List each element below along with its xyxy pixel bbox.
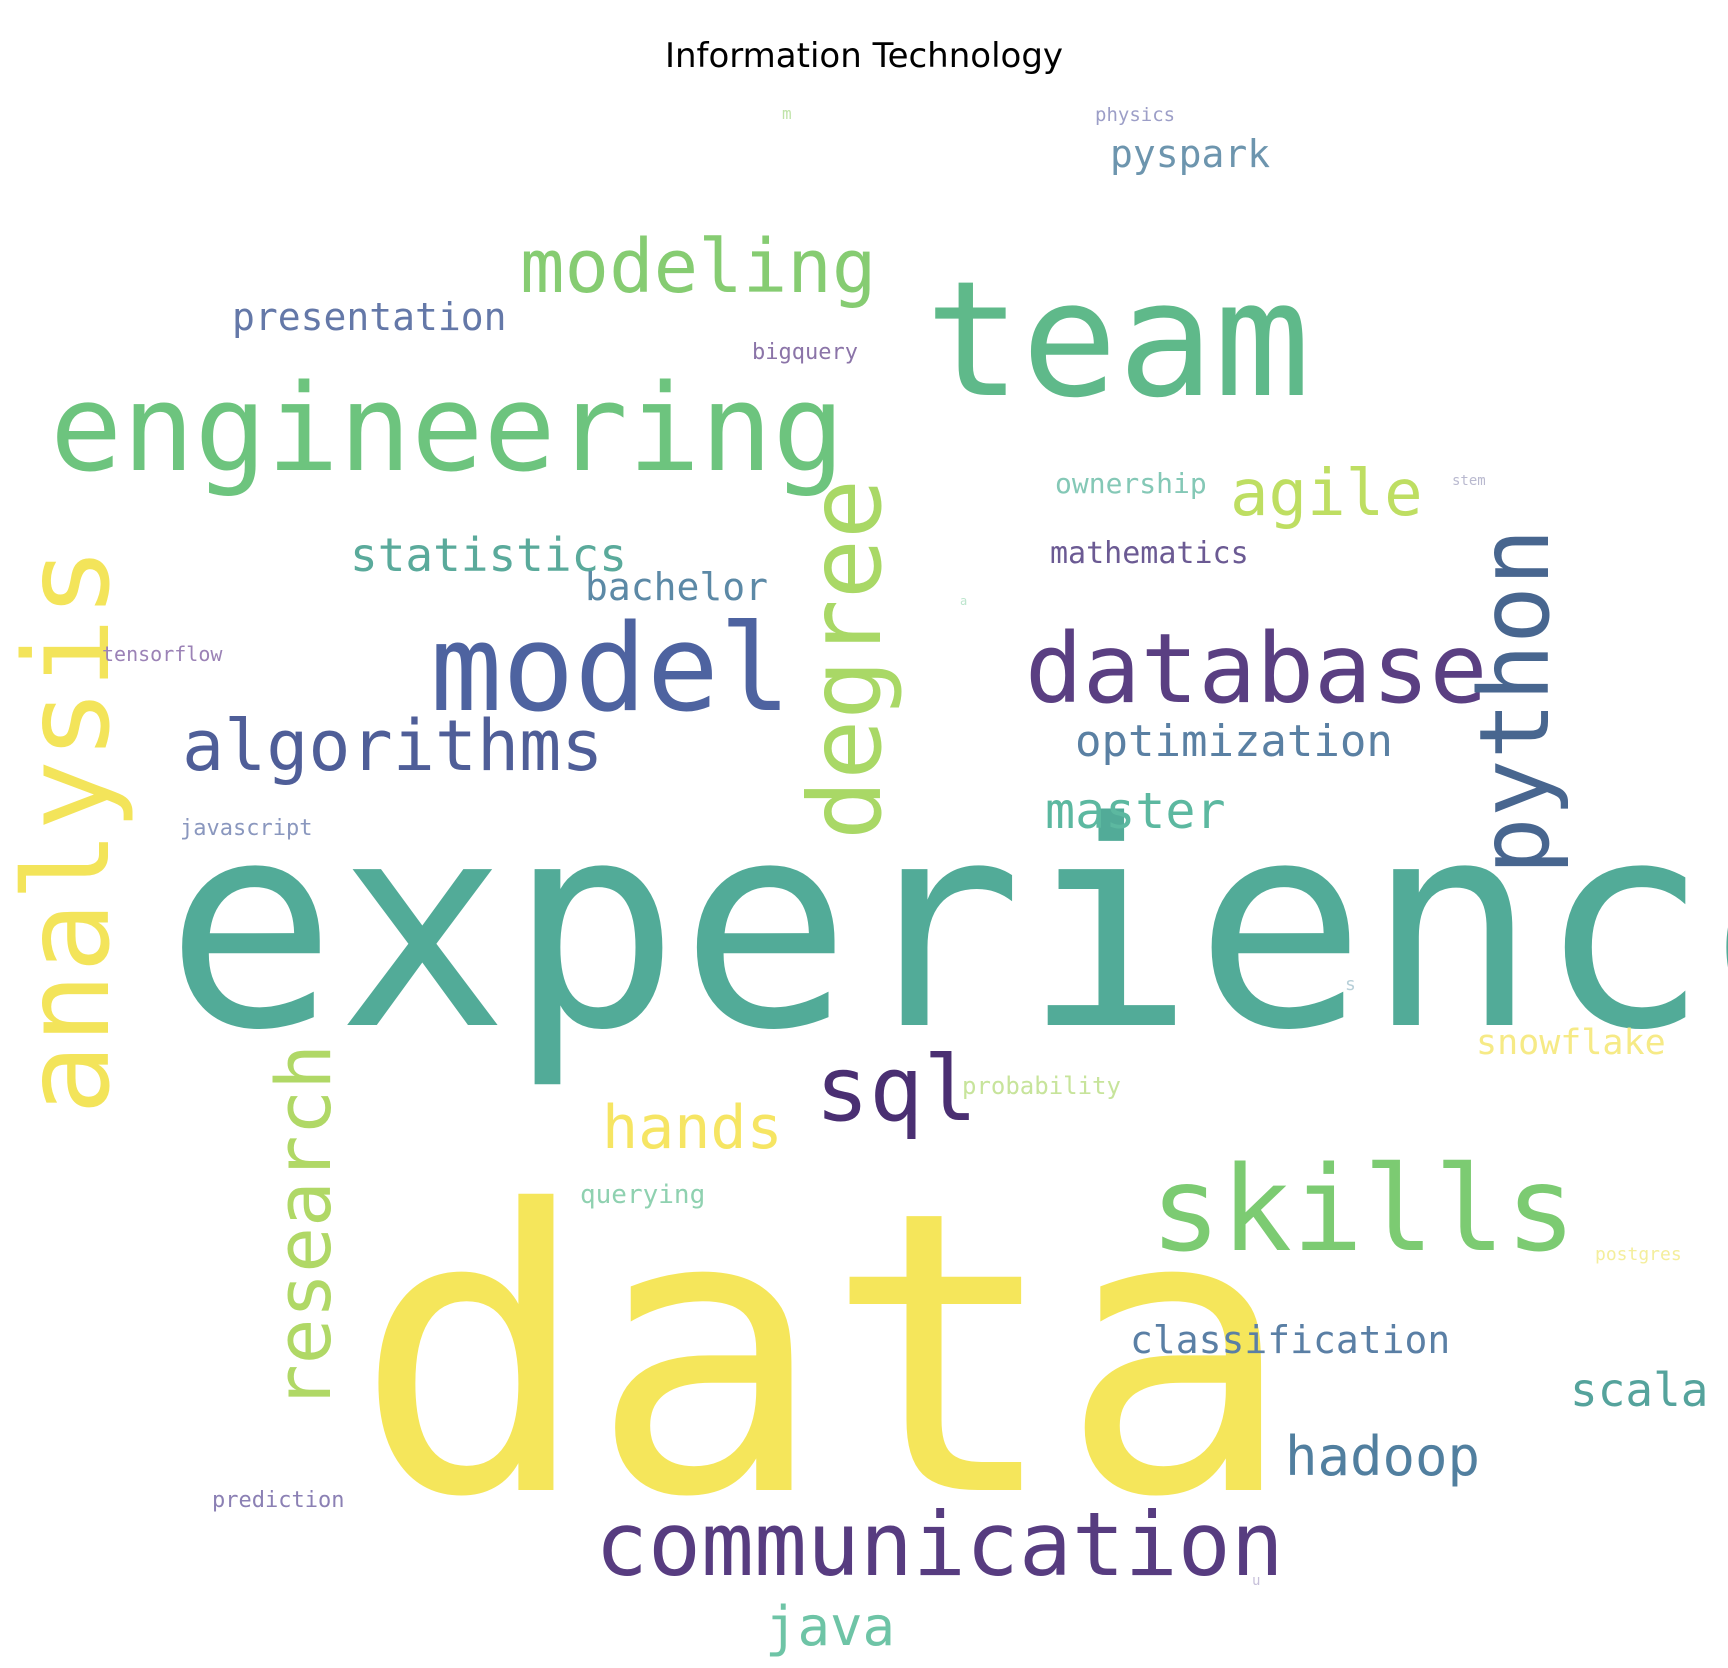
word-pyspark: pyspark bbox=[1110, 132, 1270, 176]
word-python: python bbox=[1459, 528, 1571, 875]
word-team: team bbox=[925, 246, 1310, 433]
word-bigquery: bigquery bbox=[752, 340, 858, 365]
word-master: master bbox=[1045, 782, 1226, 840]
word-algorithms: algorithms bbox=[182, 705, 603, 787]
chart-title: Information Technology bbox=[664, 36, 1064, 76]
word-data: data bbox=[355, 1128, 1294, 1582]
word-probability: probability bbox=[962, 1072, 1121, 1100]
word-physics: physics bbox=[1095, 104, 1175, 126]
word-research: research bbox=[259, 1044, 348, 1410]
word-sql: sql bbox=[815, 1037, 978, 1142]
word-skills: skills bbox=[1150, 1140, 1576, 1278]
word-querying: querying bbox=[580, 1180, 705, 1210]
word-hands: hands bbox=[602, 1093, 783, 1163]
word-tensorflow: tensorflow bbox=[102, 642, 223, 666]
word-classification: classification bbox=[1130, 1318, 1450, 1362]
word-m: m bbox=[782, 104, 792, 123]
word-analysis: analysis bbox=[0, 547, 136, 1115]
word-communication: communication bbox=[595, 1493, 1284, 1596]
word-scala: scala bbox=[1570, 1363, 1708, 1417]
word-presentation: presentation bbox=[232, 295, 507, 339]
word-stem: stem bbox=[1452, 473, 1486, 489]
word-bachelor: bachelor bbox=[585, 565, 768, 609]
word-ownership: ownership bbox=[1055, 467, 1207, 500]
word-model: model bbox=[430, 600, 791, 739]
word-snowflake: snowflake bbox=[1476, 1023, 1666, 1063]
word-database: database bbox=[1025, 613, 1487, 725]
word-java: java bbox=[765, 1595, 895, 1658]
word-postgres: postgres bbox=[1595, 1244, 1682, 1265]
word-s: s bbox=[1345, 974, 1356, 995]
word-mathematics: mathematics bbox=[1050, 536, 1249, 571]
word-u: u bbox=[1252, 1573, 1260, 1589]
word-a: a bbox=[960, 594, 967, 608]
word-hadoop: hadoop bbox=[1285, 1425, 1480, 1488]
word-statistics: statistics bbox=[350, 528, 627, 582]
word-modeling: modeling bbox=[520, 224, 876, 310]
word-javascript: javascript bbox=[180, 816, 312, 841]
word-engineering: engineering bbox=[50, 360, 845, 499]
word-experience: experience bbox=[165, 761, 1728, 1093]
word-optimization: optimization bbox=[1075, 716, 1393, 767]
word-prediction: prediction bbox=[212, 1488, 344, 1513]
word-agile: agile bbox=[1230, 457, 1423, 531]
word-degree: degree bbox=[787, 479, 904, 840]
